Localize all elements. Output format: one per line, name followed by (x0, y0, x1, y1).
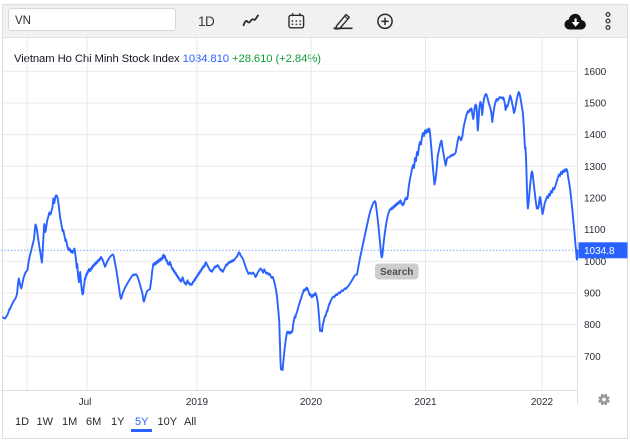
svg-text:1600: 1600 (584, 67, 607, 78)
svg-text:1000: 1000 (584, 257, 607, 268)
svg-text:1500: 1500 (584, 99, 607, 110)
svg-text:900: 900 (584, 289, 601, 300)
svg-text:Jul: Jul (79, 397, 92, 408)
svg-text:2020: 2020 (300, 397, 323, 408)
svg-text:2022: 2022 (531, 397, 554, 408)
svg-text:1200: 1200 (584, 194, 607, 205)
svg-text:1100: 1100 (584, 225, 606, 236)
svg-text:2019: 2019 (186, 397, 209, 408)
svg-text:Search: Search (380, 267, 413, 278)
svg-text:2021: 2021 (414, 397, 437, 408)
svg-text:1300: 1300 (584, 162, 607, 173)
svg-text:1400: 1400 (584, 130, 607, 141)
svg-text:800: 800 (584, 320, 601, 331)
svg-text:1034.8: 1034.8 (584, 246, 615, 257)
svg-text:700: 700 (584, 352, 601, 363)
